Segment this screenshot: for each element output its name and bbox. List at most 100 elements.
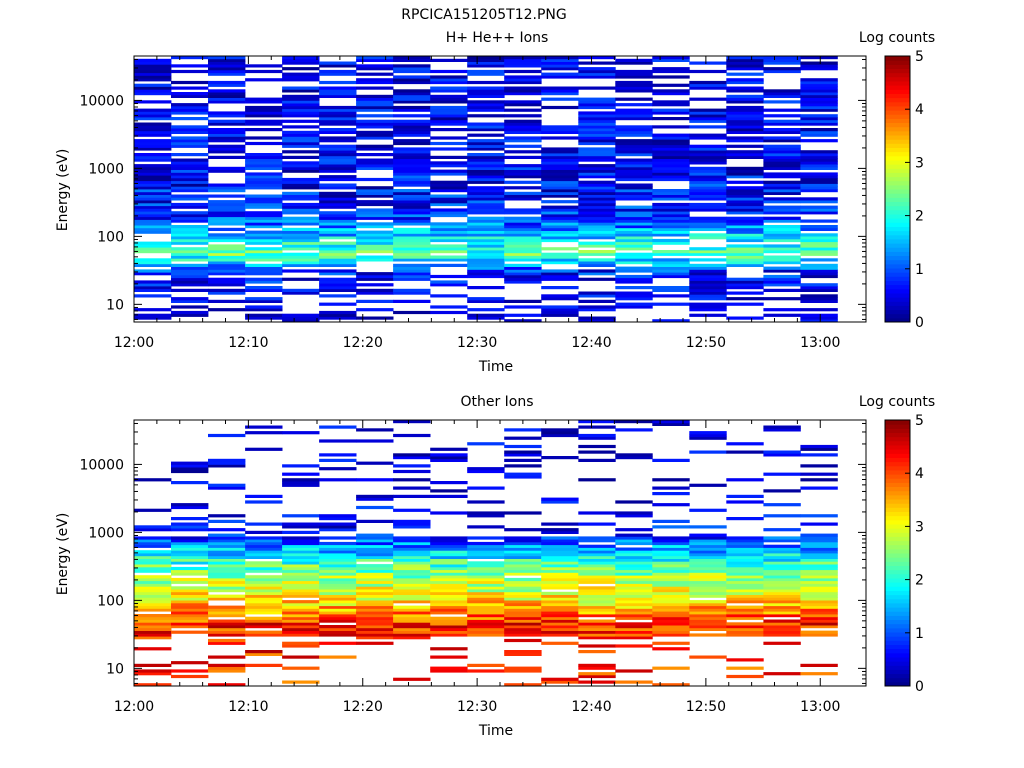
heatmap-cell (578, 153, 616, 157)
colorbar-swatch (885, 444, 910, 450)
heatmap-cell (689, 544, 727, 548)
heatmap-cell (245, 308, 283, 312)
heatmap-cell (393, 611, 431, 615)
heatmap-cell (578, 308, 616, 312)
heatmap-cell (800, 608, 838, 612)
y-tick-label: 10 (106, 661, 124, 677)
heatmap-cell (245, 241, 283, 245)
heatmap-cell (393, 519, 431, 523)
heatmap-cell (393, 555, 431, 559)
heatmap-cell (134, 589, 172, 593)
heatmap-cell (652, 100, 690, 104)
heatmap-cell (171, 183, 209, 187)
heatmap-cell (689, 266, 727, 270)
heatmap-cell (689, 553, 727, 557)
heatmap-cell (541, 611, 579, 615)
heatmap-cell (504, 669, 542, 673)
heatmap-cell (763, 158, 801, 162)
colorbar-swatch (885, 548, 910, 554)
heatmap-cell (800, 166, 838, 170)
heatmap-cell (763, 230, 801, 234)
heatmap-cell (430, 310, 468, 315)
heatmap-cell (208, 250, 246, 254)
heatmap-cell (689, 252, 727, 256)
heatmap-cell (763, 558, 801, 562)
heatmap-cell (689, 608, 727, 612)
heatmap-cell (245, 177, 283, 182)
heatmap-cell (430, 602, 468, 607)
heatmap-cell (282, 269, 320, 273)
heatmap-cell (541, 572, 579, 576)
heatmap-cell (245, 539, 283, 543)
heatmap-cell (134, 316, 172, 320)
heatmap-cell (615, 252, 653, 256)
heatmap-cell (356, 194, 394, 198)
heatmap-cell (615, 614, 653, 618)
heatmap-cell (800, 616, 838, 620)
heatmap-cell (208, 202, 246, 207)
heatmap-cell (504, 92, 542, 96)
heatmap-cell (615, 500, 653, 504)
heatmap-cell (134, 89, 172, 93)
heatmap-cell (356, 630, 394, 634)
heatmap-cell (726, 575, 764, 579)
heatmap-cell (726, 247, 764, 251)
heatmap-cell (504, 122, 542, 126)
heatmap-cell (245, 122, 283, 126)
heatmap-cell (208, 555, 246, 559)
heatmap-cell (134, 219, 172, 223)
heatmap-cell (245, 500, 283, 504)
heatmap-cell (689, 183, 727, 187)
heatmap-cell (726, 589, 764, 593)
heatmap-cell (726, 197, 764, 201)
heatmap-cell (319, 92, 357, 96)
heatmap-cell (615, 536, 653, 540)
heatmap-cell (393, 605, 431, 609)
heatmap-cell (541, 191, 579, 195)
heatmap-cell (578, 261, 616, 265)
heatmap-cell (578, 233, 616, 237)
heatmap-cell (541, 600, 579, 604)
heatmap-cell (763, 172, 801, 176)
y-axis-label: Energy (eV) (55, 513, 71, 596)
heatmap-cell (541, 189, 579, 193)
heatmap-cell (689, 308, 727, 312)
colorbar-label: Log counts (859, 394, 935, 410)
heatmap-cell (393, 227, 431, 231)
heatmap-cell (763, 208, 801, 212)
heatmap-cell (319, 128, 357, 132)
heatmap-cell (652, 486, 690, 490)
heatmap-cell (430, 80, 468, 85)
heatmap-cell (393, 67, 431, 71)
colorbar-swatch (885, 93, 910, 99)
panel-title: Other Ions (460, 394, 533, 410)
colorbar-swatch (885, 465, 910, 471)
heatmap-cell (615, 175, 653, 179)
heatmap-cell (393, 561, 431, 565)
heatmap-cell (134, 580, 172, 584)
heatmap-cell (578, 666, 616, 670)
heatmap-cell (541, 128, 579, 132)
x-tick-label: 12:30 (457, 699, 497, 715)
heatmap-cell (208, 461, 246, 465)
heatmap-cell (393, 633, 431, 637)
heatmap-cell (578, 625, 616, 629)
heatmap-cell (134, 200, 172, 204)
heatmap-cell (134, 280, 172, 284)
panel-h-he-ions: H+ He++ Ions Log counts 12:00 12:10 12:20 1… (55, 30, 935, 375)
heatmap-cell (208, 597, 246, 601)
heatmap-cell (726, 614, 764, 618)
heatmap-cell (430, 164, 468, 168)
heatmap-cell (282, 580, 320, 584)
heatmap-cell (689, 69, 727, 74)
heatmap-cell (208, 255, 246, 259)
heatmap-cell (800, 544, 838, 548)
heatmap-cell (541, 205, 579, 209)
heatmap-cell (800, 583, 838, 587)
heatmap-cell (134, 605, 172, 609)
heatmap-cell (578, 208, 616, 212)
heatmap-cell (504, 58, 542, 62)
heatmap-cell (578, 189, 616, 193)
heatmap-cell (134, 211, 172, 215)
heatmap-cell (689, 83, 727, 87)
